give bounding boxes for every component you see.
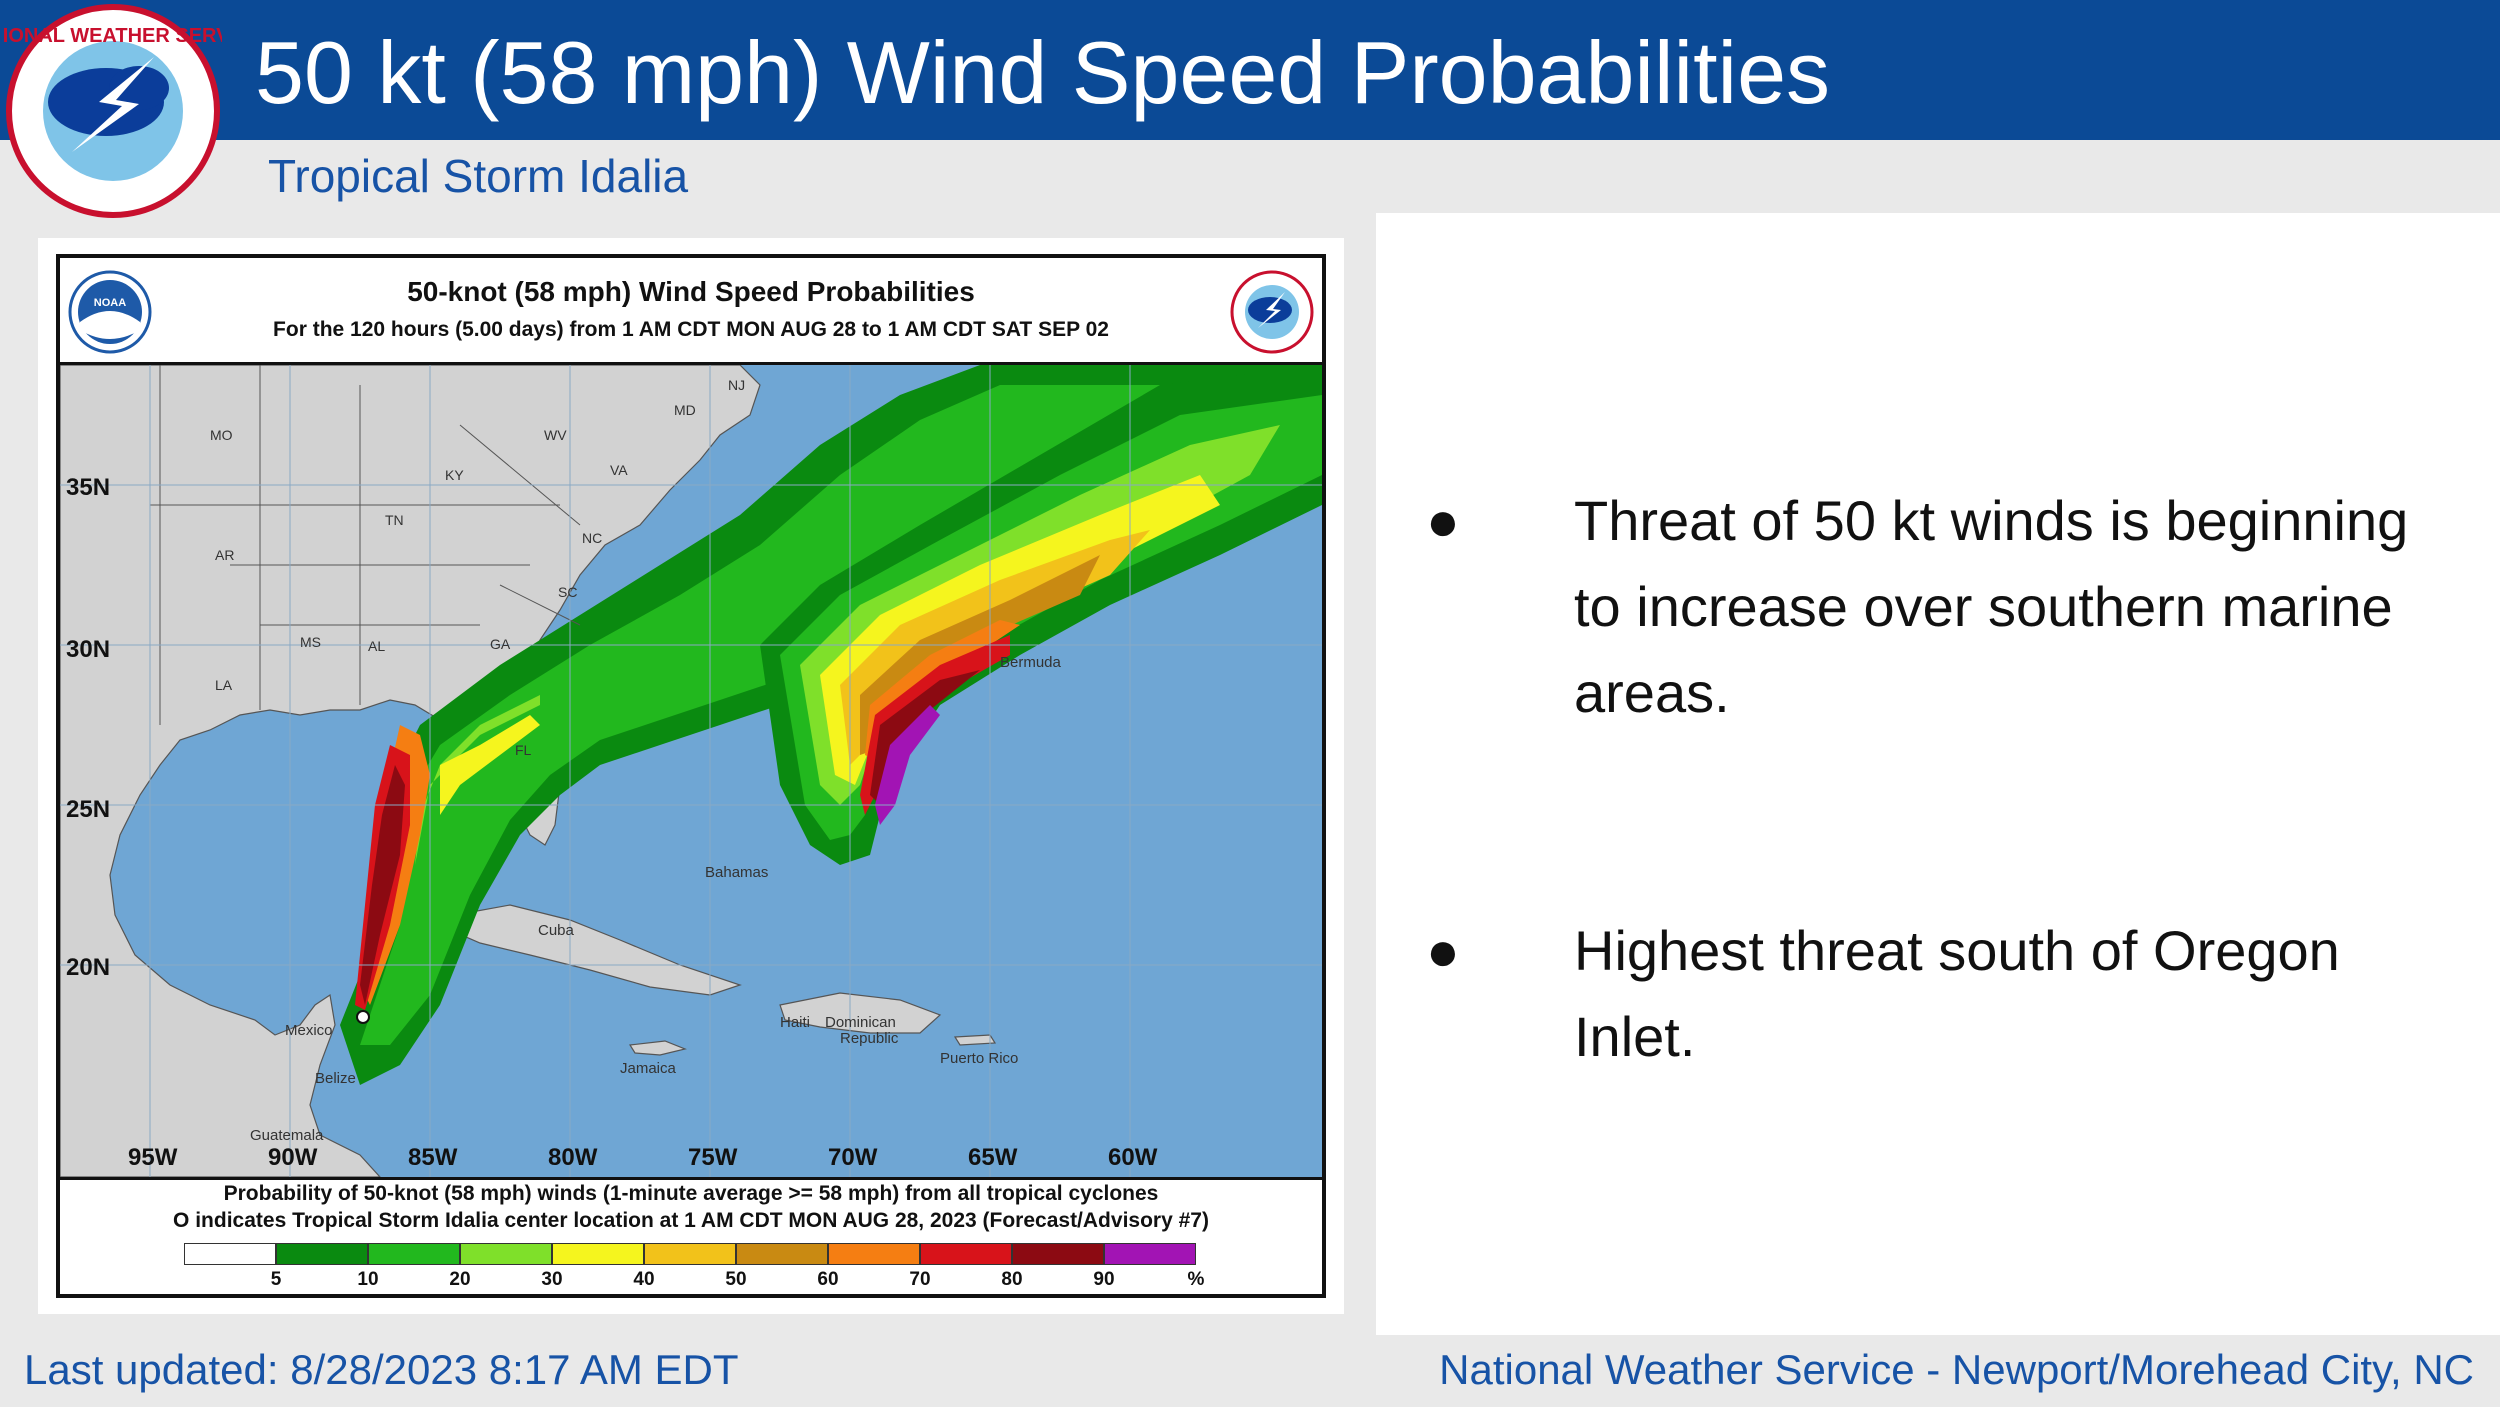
map-footer-line1: Probability of 50-knot (58 mph) winds (1… [223,1182,1159,1205]
place-label: Republic [840,1030,899,1047]
place-label: Guatemala [250,1127,324,1144]
legend-swatches [184,1243,1196,1265]
map-canvas: 35N 30N 25N 20N 95W 90W 85W 80W 75W 70W … [60,365,1322,1177]
lat-label: 20N [66,954,110,981]
place-label: Mexico [285,1022,333,1039]
page-subtitle: Tropical Storm Idalia [268,150,689,202]
legend-swatch [276,1243,368,1265]
state-label: AR [215,547,234,563]
legend-label: 10 [357,1269,379,1290]
state-label: TN [385,512,404,528]
legend-label: % [1187,1269,1205,1290]
lon-label: 95W [128,1144,178,1171]
legend-swatch [184,1243,276,1265]
legend-label: 30 [541,1269,563,1290]
map-title: 50-knot (58 mph) Wind Speed Probabilitie… [407,276,975,307]
bullet-text: Highest threat south of Oregon Inlet. [1574,919,2340,1068]
lon-label: 60W [1108,1144,1158,1171]
legend-swatch [1104,1243,1196,1265]
legend-label: 60 [817,1269,839,1290]
place-label: Bahamas [705,864,768,881]
legend-swatch [552,1243,644,1265]
state-boundaries [150,365,581,725]
map-header: NOAA 50-knot (58 mph) Wind Speed Probabi… [60,258,1322,365]
state-label: NJ [728,377,745,393]
legend-label: 40 [633,1269,655,1290]
state-label: FL [515,742,532,758]
legend-label: 90 [1093,1269,1115,1290]
lon-label: 90W [268,1144,318,1171]
swath-franklin [760,365,1322,865]
probability-map: NOAA 50-knot (58 mph) Wind Speed Probabi… [56,254,1326,1298]
office-name: National Weather Service - Newport/Moreh… [1439,1346,2474,1393]
lon-label: 85W [408,1144,458,1171]
legend-label: 80 [1001,1269,1023,1290]
legend-label: 5 [270,1269,282,1290]
place-label: Dominican [825,1014,896,1031]
island-puerto-rico [953,1034,997,1046]
noaa-logo-text: NOAA [94,297,126,309]
legend-swatch [920,1243,1012,1265]
bullet-dot: ● [1426,919,1460,982]
last-updated: Last updated: 8/28/2023 8:17 AM EDT [24,1346,739,1393]
state-label: SC [558,584,577,600]
map-panel: NOAA 50-knot (58 mph) Wind Speed Probabi… [38,238,1344,1314]
map-subtitle: For the 120 hours (5.00 days) from 1 AM … [273,318,1109,341]
state-label: MO [210,427,233,443]
lon-label: 75W [688,1144,738,1171]
place-label: Belize [315,1070,356,1087]
state-label: NC [582,530,602,546]
bullet-panel: ● Threat of 50 kt winds is beginning to … [1376,213,2500,1335]
lon-label: 80W [548,1144,598,1171]
state-label: AL [368,638,385,654]
bullet-dot: ● [1426,489,1460,552]
bullet-text: Threat of 50 kt winds is beginning to in… [1574,489,2409,724]
map-footer-line2: O indicates Tropical Storm Idalia center… [173,1209,1209,1232]
legend-swatch [736,1243,828,1265]
lat-label: 30N [66,636,110,663]
place-label: Jamaica [620,1060,677,1077]
legend-label: 20 [449,1269,471,1290]
legend-swatch [828,1243,920,1265]
legend-swatch [1012,1243,1104,1265]
place-label: Haiti [780,1014,810,1031]
state-label: LA [215,677,233,693]
state-label: GA [490,636,511,652]
state-label: VA [610,462,628,478]
legend-label: 50 [725,1269,747,1290]
lat-label: 25N [66,796,110,823]
legend-swatch [368,1243,460,1265]
state-label: WV [544,427,567,443]
map-footer: Probability of 50-knot (58 mph) winds (1… [60,1177,1322,1297]
noaa-logo: NOAA [68,270,152,354]
header-bar [0,0,2500,140]
nws-logo-text: NATIONAL WEATHER SERVICE [4,25,222,47]
probability-legend: 5 10 20 30 40 50 60 70 80 90% [184,1243,1204,1293]
storm-center-marker [356,1010,370,1024]
place-label: Bermuda [1000,654,1062,671]
island-jamaica [628,1040,687,1056]
page-title: 50 kt (58 mph) Wind Speed Probabilities [255,23,1831,122]
place-label: Cuba [538,922,575,939]
lon-label: 65W [968,1144,1018,1171]
grid [60,365,1322,1177]
legend-label: 70 [909,1269,931,1290]
legend-swatch [460,1243,552,1265]
state-label: KY [445,467,464,483]
state-label: MD [674,402,696,418]
land-north-america [60,365,761,1177]
legend-swatch [644,1243,736,1265]
place-label: Puerto Rico [940,1050,1018,1067]
island-hispaniola [779,992,942,1034]
lat-label: 35N [66,474,110,501]
lon-label: 70W [828,1144,878,1171]
nws-small-logo [1230,270,1314,354]
nws-logo: NATIONAL WEATHER SERVICE [4,4,222,218]
state-label: MS [300,634,321,650]
